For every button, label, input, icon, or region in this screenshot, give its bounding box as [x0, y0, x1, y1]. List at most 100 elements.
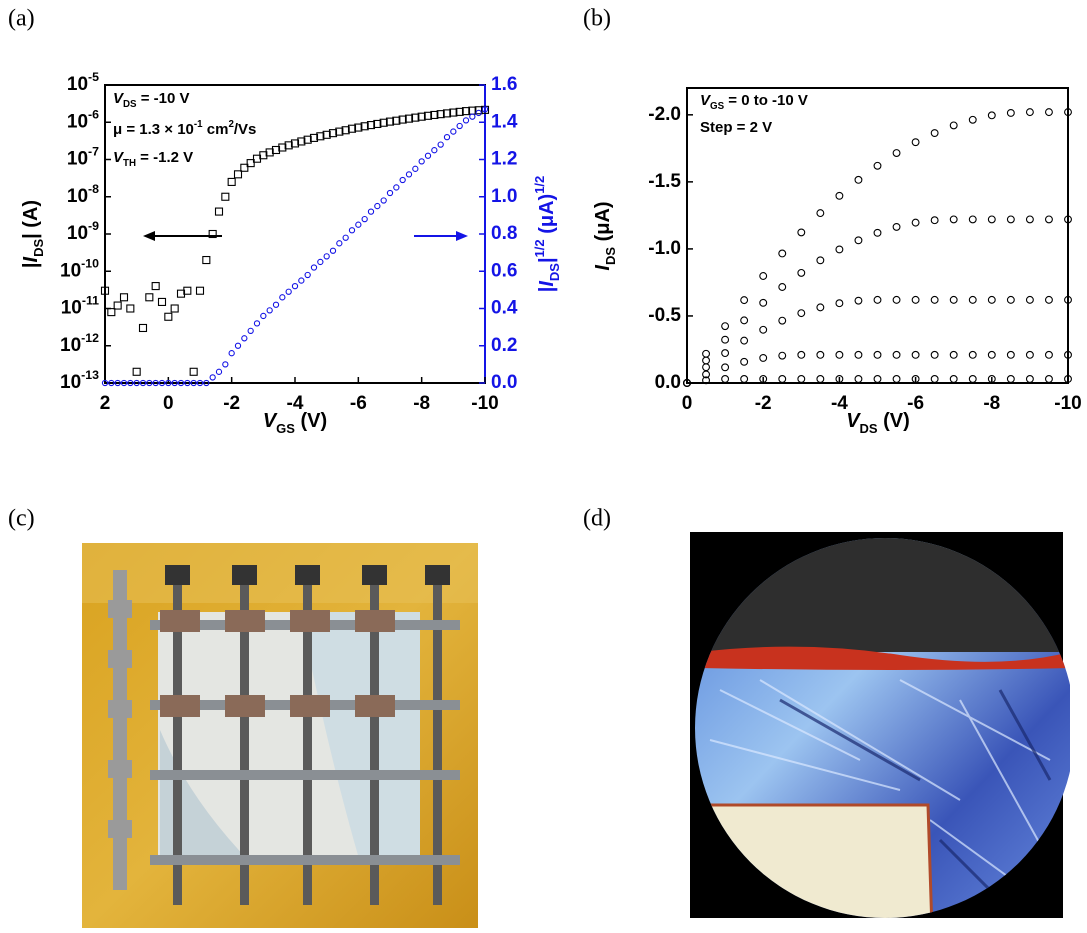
point [911, 295, 920, 304]
tick-exponent: -10 [81, 257, 99, 271]
point [892, 375, 901, 383]
point [1064, 108, 1072, 117]
point [461, 107, 471, 116]
point [1025, 215, 1034, 224]
point [816, 350, 825, 359]
point [317, 258, 324, 266]
y-tick-label: 0.0 [655, 372, 681, 393]
panel-label: (d) [583, 506, 611, 532]
point [151, 282, 160, 291]
point [170, 304, 179, 313]
point [328, 129, 338, 138]
x-tick-label: -4 [831, 393, 848, 414]
annotation: μ = 1.3 × 10-1 cm2/Vs [113, 119, 256, 138]
point [930, 350, 939, 359]
tick-exponent: -9 [88, 219, 99, 233]
point [721, 322, 730, 331]
point [797, 375, 806, 383]
x-axis-label: VGS (V) [263, 410, 327, 436]
tick-base: 10 [67, 149, 88, 170]
point [183, 286, 192, 295]
point [310, 264, 318, 271]
point [721, 349, 730, 358]
point [702, 349, 710, 358]
point [177, 379, 185, 387]
y2-tick-label: 0.8 [491, 223, 517, 244]
text-segment: GS [276, 421, 295, 436]
point [1064, 215, 1072, 224]
point [987, 215, 996, 224]
x-tick-label: -6 [907, 393, 924, 414]
point [1006, 375, 1015, 383]
y-tick-label: 10-10 [60, 257, 99, 282]
point [873, 295, 882, 304]
point [892, 295, 901, 304]
point [911, 218, 920, 227]
text-segment: -1 [194, 119, 203, 130]
point [759, 353, 768, 362]
text-segment: | [536, 257, 558, 263]
y2-axis-label: |IDS|1/2 (μA)1/2 [532, 176, 562, 293]
point [152, 379, 159, 387]
point [759, 298, 768, 307]
point [683, 379, 691, 387]
point [316, 132, 325, 141]
point [284, 141, 293, 150]
point [423, 111, 433, 120]
point [360, 122, 369, 131]
point [114, 379, 121, 387]
point [374, 202, 381, 210]
point [740, 296, 749, 305]
x-tick-label: 2 [100, 393, 111, 414]
tick-base: 10 [67, 186, 88, 207]
point [987, 350, 996, 359]
point [968, 295, 977, 304]
point [778, 283, 787, 291]
point [214, 207, 224, 216]
point [759, 375, 768, 383]
y2-tick-label: 0.4 [491, 298, 518, 319]
point [431, 147, 438, 154]
point [272, 301, 280, 308]
point [475, 109, 482, 117]
tick-base: 10 [61, 298, 82, 319]
point [816, 209, 825, 218]
point [797, 228, 806, 237]
text-segment: V [263, 410, 278, 432]
point [190, 379, 197, 387]
y2-tick-label: 1.6 [491, 74, 517, 95]
point [139, 379, 147, 387]
point [113, 301, 122, 310]
tick-exponent: -8 [88, 182, 99, 196]
y2-tick-label: 0.6 [491, 260, 517, 281]
x-tick-label: -6 [350, 393, 367, 414]
point [209, 374, 216, 381]
text-segment: = -10 V [137, 90, 190, 107]
point [854, 350, 863, 359]
point [854, 296, 863, 305]
point [816, 256, 825, 265]
point [404, 114, 414, 123]
point [835, 350, 844, 359]
point [233, 170, 243, 179]
point [443, 133, 451, 141]
point [1025, 350, 1034, 359]
y2-tick-label: 0.2 [491, 335, 517, 356]
point [386, 189, 394, 197]
point [335, 127, 344, 136]
point [348, 227, 356, 234]
point [146, 379, 153, 387]
point [702, 356, 710, 365]
tick-exponent: -12 [81, 331, 99, 345]
point [835, 245, 844, 254]
text-segment: V [700, 92, 712, 109]
point [246, 159, 255, 168]
text-segment: V [846, 410, 861, 432]
plot-frame [686, 87, 1069, 384]
text-segment: I [536, 281, 558, 287]
point [437, 141, 444, 148]
point [418, 158, 425, 165]
point [379, 118, 388, 127]
point [911, 350, 920, 359]
